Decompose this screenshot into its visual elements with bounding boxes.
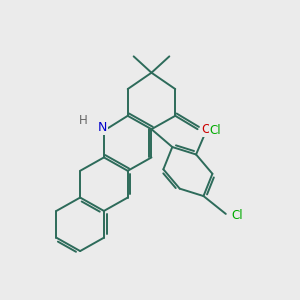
Text: Cl: Cl	[231, 209, 243, 222]
Text: Cl: Cl	[210, 124, 221, 137]
Text: H: H	[79, 114, 88, 127]
Text: N: N	[98, 121, 107, 134]
Text: O: O	[201, 123, 211, 136]
